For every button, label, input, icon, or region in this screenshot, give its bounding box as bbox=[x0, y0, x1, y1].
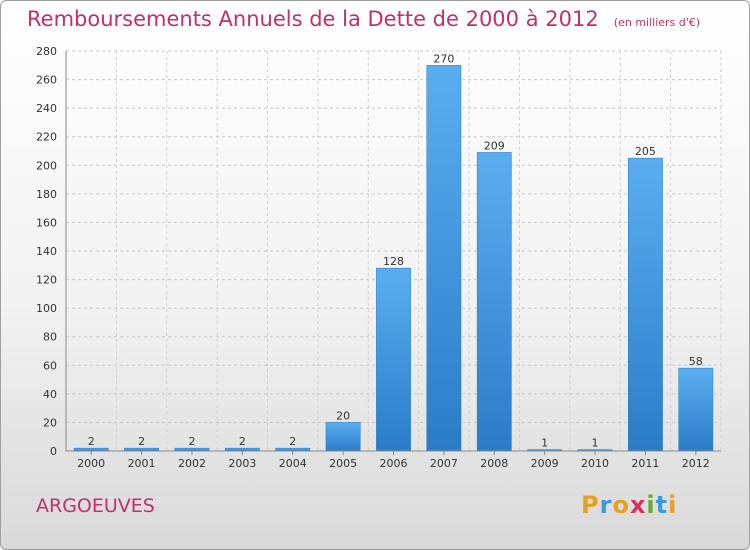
x-tick-label: 2007 bbox=[430, 457, 458, 470]
value-label-2012: 58 bbox=[689, 355, 703, 368]
value-label-2010: 1 bbox=[592, 437, 599, 450]
x-tick-label: 2002 bbox=[178, 457, 206, 470]
y-tick-label: 120 bbox=[36, 274, 57, 287]
axis-layer: 0204060801001201401601802002202402602802… bbox=[36, 45, 721, 470]
y-tick-label: 260 bbox=[36, 74, 57, 87]
y-tick-label: 20 bbox=[43, 416, 57, 429]
x-tick-label: 2008 bbox=[480, 457, 508, 470]
x-tick-label: 2010 bbox=[581, 457, 609, 470]
y-tick-label: 60 bbox=[43, 359, 57, 372]
y-tick-label: 0 bbox=[50, 445, 57, 458]
y-tick-label: 220 bbox=[36, 131, 57, 144]
logo-letter: i bbox=[668, 491, 678, 519]
logo-letter: t bbox=[655, 491, 669, 519]
bar-2007 bbox=[426, 65, 462, 452]
logo-letter: r bbox=[599, 491, 613, 519]
y-tick-label: 100 bbox=[36, 302, 57, 315]
bar-2008 bbox=[476, 152, 512, 452]
y-tick-label: 80 bbox=[43, 331, 57, 344]
y-tick-label: 160 bbox=[36, 216, 57, 229]
value-label-2007: 270 bbox=[433, 52, 454, 65]
x-tick-label: 2012 bbox=[682, 457, 710, 470]
bar-2005 bbox=[325, 422, 361, 452]
x-tick-label: 2006 bbox=[380, 457, 408, 470]
value-label-2003: 2 bbox=[239, 435, 246, 448]
value-label-2004: 2 bbox=[289, 435, 296, 448]
value-label-2009: 1 bbox=[541, 437, 548, 450]
bar-2006 bbox=[376, 267, 411, 452]
logo-letter: x bbox=[629, 491, 647, 519]
y-tick-label: 40 bbox=[43, 388, 57, 401]
value-label-2001: 2 bbox=[138, 435, 145, 448]
value-label-2008: 209 bbox=[484, 139, 505, 152]
value-label-2011: 205 bbox=[635, 145, 656, 158]
y-tick-label: 280 bbox=[36, 45, 57, 58]
title-block: Remboursements Annuels de la Dette de 20… bbox=[27, 7, 700, 31]
x-tick-label: 2003 bbox=[228, 457, 256, 470]
x-tick-label: 2009 bbox=[531, 457, 559, 470]
value-label-2002: 2 bbox=[188, 435, 195, 448]
value-label-2005: 20 bbox=[336, 409, 350, 422]
y-tick-label: 180 bbox=[36, 188, 57, 201]
bar-layer bbox=[73, 65, 714, 452]
y-tick-label: 200 bbox=[36, 159, 57, 172]
x-tick-label: 2004 bbox=[279, 457, 307, 470]
y-tick-label: 140 bbox=[36, 245, 57, 258]
x-tick-label: 2001 bbox=[128, 457, 156, 470]
x-tick-label: 2005 bbox=[329, 457, 357, 470]
bar-2012 bbox=[678, 367, 714, 452]
logo-letter: i bbox=[646, 491, 656, 519]
x-tick-label: 2011 bbox=[631, 457, 659, 470]
chart-title: Remboursements Annuels de la Dette de 20… bbox=[27, 7, 599, 31]
value-label-2006: 128 bbox=[383, 255, 404, 268]
y-tick-label: 240 bbox=[36, 102, 57, 115]
logo-letter: P bbox=[581, 491, 600, 519]
unit-note: (en milliers d'€) bbox=[613, 16, 701, 29]
x-tick-label: 2000 bbox=[77, 457, 105, 470]
bar-2011 bbox=[628, 157, 663, 452]
value-label-2000: 2 bbox=[88, 435, 95, 448]
commune-name: ARGOEUVES bbox=[36, 495, 155, 517]
proxiti-logo: Proxiti bbox=[581, 491, 677, 519]
logo-letter: o bbox=[612, 491, 630, 519]
